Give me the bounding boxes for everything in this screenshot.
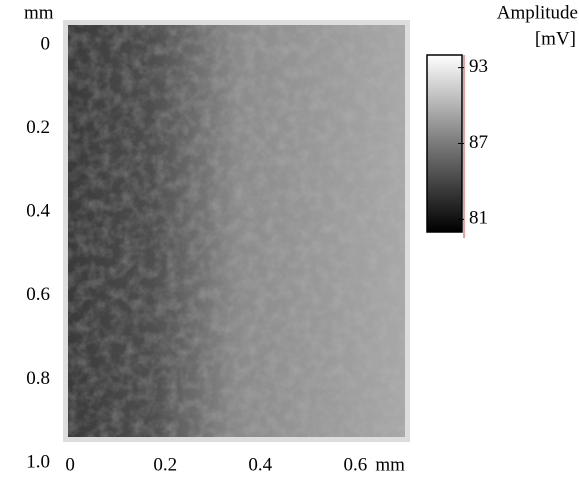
y-tick-label: 0.4 <box>26 201 50 222</box>
x-tick-label: 0.2 <box>153 454 177 475</box>
colorbar-title: Amplitude <box>497 2 578 23</box>
y-axis-label: mm <box>24 2 54 23</box>
colorbar <box>426 54 463 233</box>
y-tick-label: 0.6 <box>26 284 50 305</box>
y-tick-label: 0 <box>41 33 51 54</box>
x-tick-label: 0.6 <box>343 454 367 475</box>
colorbar-title: [mV] <box>535 28 576 49</box>
colorbar-tick-label: 93 <box>469 56 488 77</box>
x-axis-label: mm <box>375 454 405 475</box>
y-tick-label: 0.2 <box>26 117 50 138</box>
y-tick-label: 0.8 <box>26 368 50 389</box>
colorbar-tick-label: 87 <box>469 132 488 153</box>
y-tick-label: 1.0 <box>26 451 50 472</box>
colorbar-tick-label: 81 <box>469 208 488 229</box>
x-tick-label: 0.4 <box>248 454 272 475</box>
image-texture <box>68 25 405 437</box>
x-tick-label: 0 <box>65 454 75 475</box>
